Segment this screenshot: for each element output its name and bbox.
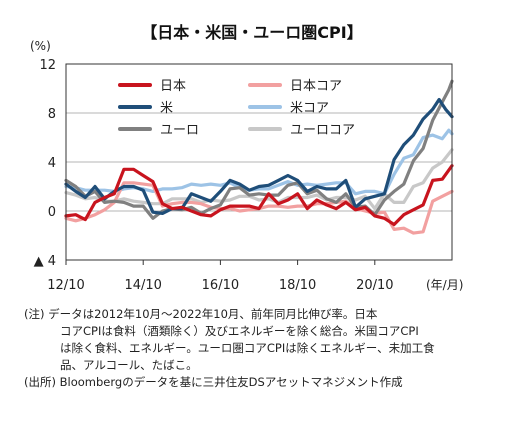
chart-title: 【日本・米国・ユーロ圏CPI】 <box>141 23 362 42</box>
source-note: (出所) Bloombergのデータを基に三井住友DSアセットマネジメント作成 <box>24 375 403 389</box>
legend-label: 日本コア <box>290 79 342 94</box>
y-tick-label: 8 <box>48 107 56 122</box>
legend-label: 米コア <box>290 101 329 116</box>
series-line-4 <box>64 79 454 220</box>
y-tick-label: 12 <box>39 58 56 73</box>
x-tick-label: 14/10 <box>124 278 161 293</box>
x-tick-label: 12/10 <box>47 278 84 293</box>
series-line-0 <box>64 164 454 227</box>
note-line-1: (注) データは2012年10月～2022年10月、前年同月比伸び率。日本 <box>24 307 378 321</box>
grid <box>66 112 452 212</box>
footnotes: (注) データは2012年10月～2022年10月、前年同月比伸び率。日本 コア… <box>24 306 494 391</box>
x-tick-label: 20/10 <box>356 278 393 293</box>
y-tick-label: ▲ 4 <box>34 254 56 269</box>
cpi-line-chart: 【日本・米国・ユーロ圏CPI】 (%) (年/月) 12 8 4 0 ▲ 4 12/10… <box>30 23 463 293</box>
note-line-3: は除く食料、エネルギー。ユーロ圏コアCPIは除くエネルギー、未加工食 <box>60 341 435 355</box>
series-line-2 <box>64 97 454 215</box>
legend-label: 日本 <box>160 79 186 94</box>
y-axis-ticks: 12 8 4 0 ▲ 4 <box>34 58 56 269</box>
note-line-2: コアCPIは食料（酒類除く）及びエネルギーを除く総合。米国コアCPI <box>60 324 419 338</box>
note-line-4: 品、アルコール、たばこ。 <box>60 358 198 372</box>
y-tick-label: 4 <box>48 156 56 171</box>
x-tick-label: 16/10 <box>202 278 239 293</box>
plot-frame <box>65 63 453 261</box>
legend-label: 米 <box>160 101 173 116</box>
series-lines <box>64 79 454 235</box>
legend-label: ユーロ <box>160 123 199 138</box>
legend-label: ユーロコア <box>290 123 355 138</box>
x-axis-unit: (年/月) <box>426 278 463 292</box>
y-axis-unit: (%) <box>30 39 51 53</box>
x-tick-label: 18/10 <box>279 278 316 293</box>
y-tick-label: 0 <box>48 205 56 220</box>
x-axis-ticks: 12/10 14/10 16/10 18/10 20/10 <box>47 260 394 293</box>
